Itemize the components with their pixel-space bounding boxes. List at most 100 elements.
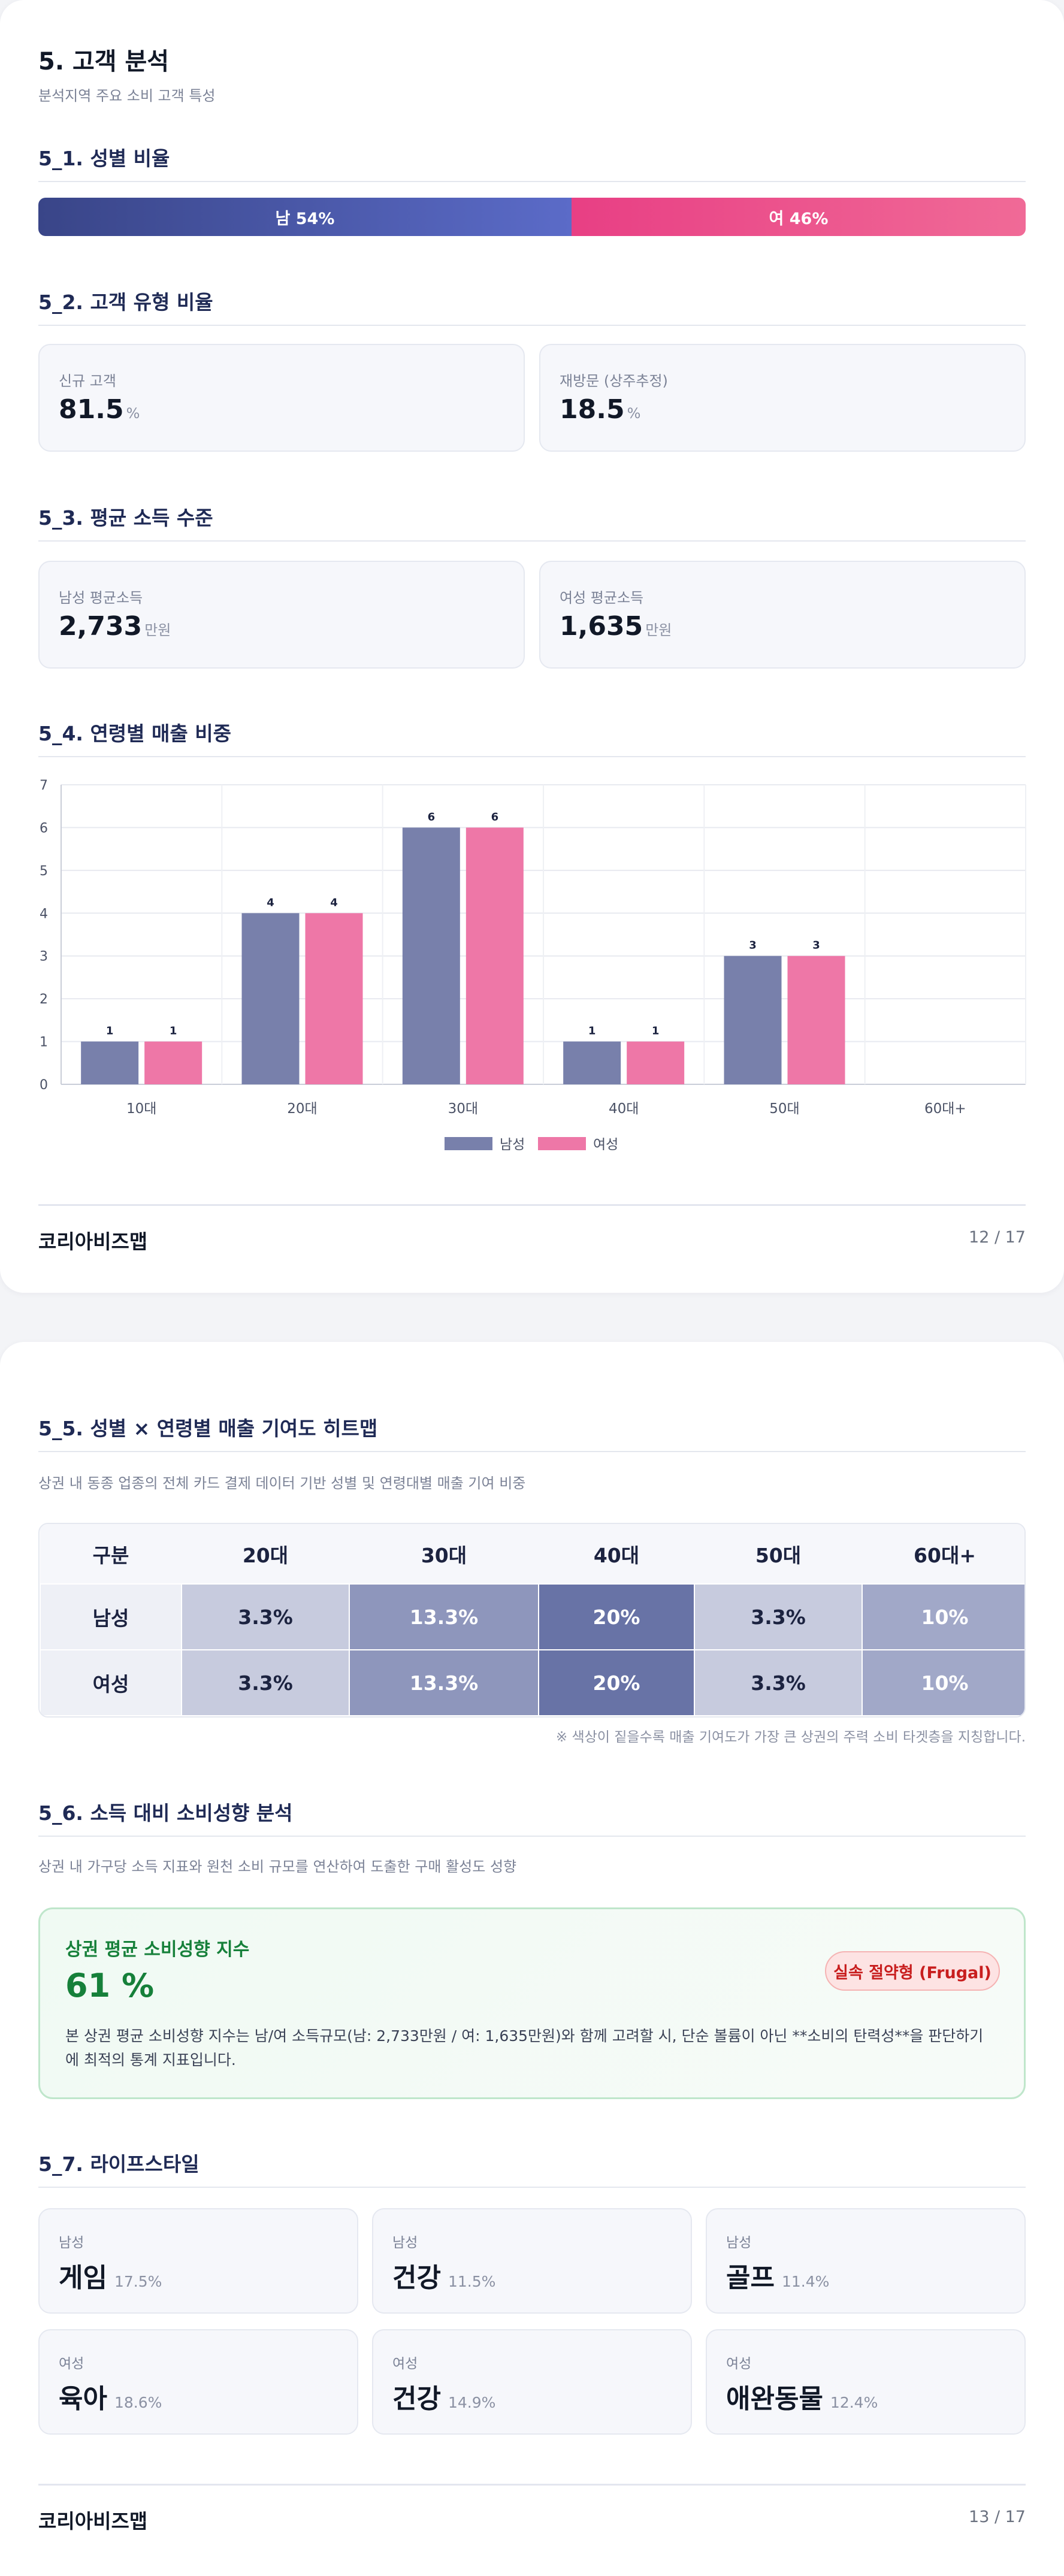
heatmap-header-cell: 50대 (694, 1524, 862, 1584)
chart-bar (724, 956, 782, 1084)
chart-bar (627, 1041, 685, 1084)
section-description: 상권 내 가구당 소득 지표와 원천 소비 규모를 연산하여 도출한 구매 활성… (38, 1858, 517, 1875)
lifestyle-gender: 여성 (392, 2356, 418, 2372)
stat-card-unit: % (627, 405, 641, 422)
footer-page-number: 12 / 17 (969, 1228, 1026, 1247)
y-tick-label: 6 (40, 821, 48, 836)
stat-card-value: 18.5% (560, 394, 641, 425)
lifestyle-percent: 14.9% (448, 2394, 496, 2411)
section-divider (38, 540, 1026, 542)
lifestyle-card: 여성 육아 18.6% (38, 2329, 358, 2435)
stat-card-value: 2,733 만원 (59, 611, 171, 642)
heatmap-cell: 3.3% (181, 1649, 350, 1716)
lifestyle-percent: 12.4% (830, 2394, 878, 2411)
footer-brand: 코리아비즈맵 (38, 2510, 148, 2533)
lifestyle-value: 골프 11.4% (726, 2256, 829, 2294)
bar-data-label: 6 (428, 811, 436, 823)
lifestyle-card: 남성 골프 11.4% (706, 2208, 1026, 2314)
lifestyle-value: 게임 17.5% (59, 2256, 162, 2294)
gender-bar-female-label: 여 46% (769, 209, 829, 228)
lifestyle-percent: 11.4% (781, 2273, 830, 2290)
gender-age-heatmap: 구분 20대 30대 40대 50대 60대+ 남성 3.3% 13.3% 20… (40, 1524, 1024, 1716)
stat-card-label: 신규 고객 (59, 373, 116, 389)
section-divider (38, 756, 1026, 757)
heatmap-cell: 20% (538, 1649, 695, 1716)
lifestyle-category: 애완동물 (726, 2384, 823, 2414)
lifestyle-card: 여성 건강 14.9% (372, 2329, 692, 2435)
heatmap-row-label: 여성 (40, 1649, 182, 1716)
bar-data-label: 1 (106, 1025, 114, 1038)
stat-card-unit: 만원 (645, 622, 672, 639)
x-tick-label: 40대 (609, 1101, 639, 1117)
y-tick-label: 2 (40, 992, 48, 1007)
footer-brand: 코리아비즈맵 (38, 1230, 148, 1253)
heatmap-cell: 13.3% (349, 1583, 539, 1650)
heatmap-table-wrapper: 구분 20대 30대 40대 50대 60대+ 남성 3.3% 13.3% 20… (38, 1523, 1026, 1718)
bar-data-label: 3 (749, 939, 757, 952)
lifestyle-gender: 여성 (726, 2356, 752, 2372)
footer-divider (38, 2484, 1026, 2486)
stat-card-unit: 만원 (144, 622, 171, 639)
stat-card-value: 81.5% (59, 394, 140, 425)
chart-bar (402, 827, 460, 1084)
lifestyle-percent: 11.5% (448, 2273, 496, 2290)
lifestyle-category: 골프 (726, 2263, 775, 2293)
heatmap-header-cell: 구분 (40, 1524, 182, 1584)
y-tick-label: 1 (40, 1035, 48, 1050)
bar-data-label: 4 (330, 896, 338, 909)
x-tick-label: 50대 (769, 1101, 799, 1117)
legend-swatch (538, 1137, 586, 1150)
heatmap-cell: 10% (862, 1649, 1024, 1716)
x-tick-label: 30대 (448, 1101, 478, 1117)
page-title: 5. 고객 분석 (38, 48, 170, 75)
section-heading-age-sales: 5_4. 연령별 매출 비중 (38, 722, 231, 745)
report-page-13: 5_5. 성별 × 연령별 매출 기여도 히트맵 상권 내 동종 업종의 전체 … (0, 1342, 1064, 2576)
spending-index-body-line: 에 최적의 통계 지표입니다. (65, 2051, 236, 2069)
stat-card-unit: % (126, 405, 140, 422)
chart-bar (787, 956, 845, 1084)
stat-card-female-income: 여성 평균소득 1,635 만원 (539, 561, 1026, 669)
legend-label: 여성 (593, 1137, 618, 1150)
chart-bar (144, 1041, 202, 1084)
lifestyle-gender: 남성 (59, 2235, 84, 2251)
bar-data-label: 1 (170, 1025, 177, 1038)
heatmap-header-cell: 30대 (349, 1524, 539, 1584)
x-tick-label: 10대 (126, 1101, 156, 1117)
legend-label: 남성 (500, 1137, 525, 1150)
spending-index-title: 상권 평균 소비성향 지수 (65, 1939, 250, 1960)
chart-bar (563, 1041, 621, 1084)
heatmap-note: ※ 색상이 짙을수록 매출 기여도가 가장 큰 상권의 주력 소비 타겟층을 지… (555, 1730, 1026, 1745)
stat-card-label: 재방문 (상주추정) (560, 373, 668, 389)
bar-data-label: 3 (812, 939, 820, 952)
lifestyle-gender: 여성 (59, 2356, 84, 2372)
spending-index-box: 상권 평균 소비성향 지수 61 % 실속 절약형 (Frugal) 본 상권 … (38, 1907, 1026, 2099)
lifestyle-card: 남성 게임 17.5% (38, 2208, 358, 2314)
gender-ratio-bar: 남 54% 여 46% (38, 198, 1026, 236)
lifestyle-category: 육아 (59, 2384, 107, 2414)
lifestyle-value: 건강 11.5% (392, 2256, 495, 2294)
spending-index-value: 61 % (65, 1967, 155, 2004)
y-tick-label: 0 (40, 1078, 48, 1093)
section-divider (38, 1451, 1026, 1452)
x-tick-label: 20대 (287, 1101, 317, 1117)
heatmap-cell: 3.3% (694, 1649, 863, 1716)
gender-bar-male-label: 남 54% (275, 209, 335, 228)
y-tick-label: 3 (40, 950, 48, 965)
section-divider (38, 2187, 1026, 2188)
lifestyle-gender: 남성 (392, 2235, 418, 2251)
section-heading-customer-type: 5_2. 고객 유형 비율 (38, 291, 213, 314)
spending-index-body: 본 상권 평균 소비성향 지수는 남/여 소득규모(남: 2,733만원 / 여… (65, 2024, 1000, 2072)
y-tick-label: 4 (40, 906, 48, 921)
heatmap-header-row: 구분 20대 30대 40대 50대 60대+ (40, 1524, 1024, 1584)
chart-bar (305, 913, 363, 1084)
heatmap-cell: 10% (862, 1583, 1024, 1650)
lifestyle-card: 남성 건강 11.5% (372, 2208, 692, 2314)
bar-data-label: 1 (588, 1025, 596, 1038)
stat-card-label: 여성 평균소득 (560, 589, 644, 606)
heatmap-cell: 13.3% (349, 1649, 539, 1716)
stat-card-label: 남성 평균소득 (59, 589, 143, 606)
section-description: 상권 내 동종 업종의 전체 카드 결제 데이터 기반 성별 및 연령대별 매출… (38, 1475, 526, 1492)
lifestyle-card: 여성 애완동물 12.4% (706, 2329, 1026, 2435)
section-divider (38, 325, 1026, 326)
lifestyle-value: 건강 14.9% (392, 2377, 495, 2415)
